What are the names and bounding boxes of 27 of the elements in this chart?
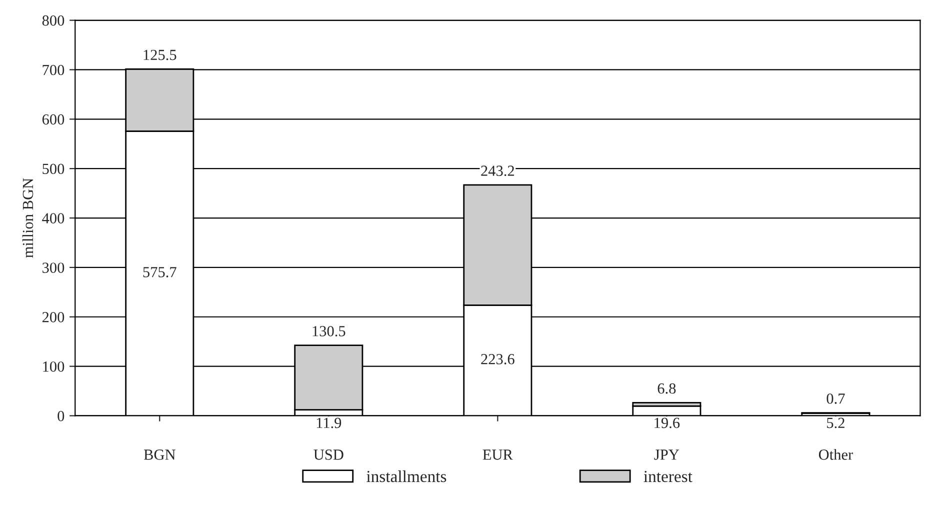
x-tick-label: BGN bbox=[144, 450, 176, 460]
legend-label: installments bbox=[366, 470, 446, 482]
y-tick-label: 200 bbox=[42, 312, 64, 322]
data-label: 19.6 bbox=[654, 418, 680, 428]
data-label: 575.7 bbox=[143, 267, 176, 278]
data-label: 5.2 bbox=[827, 418, 844, 428]
x-tick-label: JPY bbox=[654, 450, 680, 460]
y-tick-label: 300 bbox=[42, 262, 64, 273]
data-label: 11.9 bbox=[316, 418, 342, 428]
y-tick-label: 800 bbox=[42, 15, 64, 26]
y-tick-label: 100 bbox=[43, 361, 64, 372]
y-axis-title: million BGN bbox=[22, 178, 34, 258]
data-label: 125.5 bbox=[144, 50, 176, 60]
y-tick-label: 0 bbox=[58, 410, 64, 422]
y-tick-label: 500 bbox=[42, 164, 64, 174]
data-label: 223.6 bbox=[481, 354, 514, 364]
data-label: 130.5 bbox=[312, 326, 346, 336]
x-tick-label: USD bbox=[314, 450, 344, 460]
x-tick-label: Other bbox=[818, 449, 853, 460]
data-label: 6.8 bbox=[658, 383, 676, 394]
y-tick-label: 400 bbox=[42, 213, 64, 224]
y-tick-label: 700 bbox=[42, 64, 64, 76]
legend-label: interest bbox=[644, 470, 692, 482]
data-label: 243.2 bbox=[481, 166, 514, 176]
y-tick-label: 600 bbox=[42, 114, 64, 125]
data-label: 0.7 bbox=[826, 393, 845, 404]
x-tick-label: EUR bbox=[482, 450, 513, 460]
